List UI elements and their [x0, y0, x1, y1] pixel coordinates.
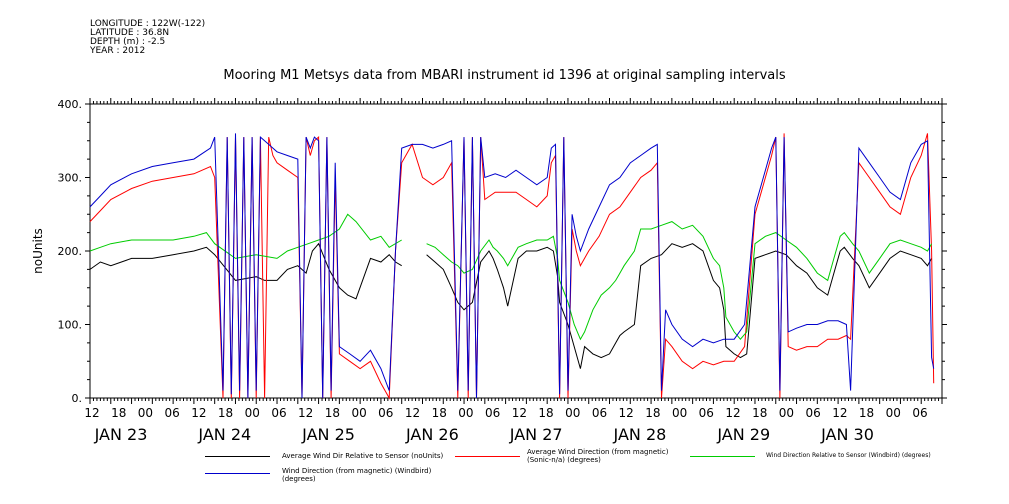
x-hour-label: 00	[458, 406, 473, 420]
series-line-2	[89, 213, 933, 341]
x-hour-label: 12	[619, 406, 634, 420]
x-hour-label: 12	[725, 406, 740, 420]
x-hour-label: 18	[218, 406, 233, 420]
y-tick-label: 100.	[58, 319, 83, 332]
x-hour-label: 00	[672, 406, 687, 420]
depth-label: DEPTH (m) : -2.5	[90, 37, 166, 47]
series-line-3	[89, 133, 935, 399]
x-hour-label: 12	[298, 406, 313, 420]
x-hour-label: 18	[752, 406, 767, 420]
y-axis-label: noUnits	[31, 228, 45, 274]
y-tick-label: 400.	[58, 98, 83, 111]
latitude-label: LATITUDE : 36.8N	[90, 28, 170, 38]
y-tick-label: 200.	[58, 245, 83, 258]
legend-swatch-wind-dir	[205, 473, 270, 474]
x-hour-label: 06	[378, 406, 393, 420]
x-hour-label: 00	[565, 406, 580, 420]
x-hour-label: 12	[191, 406, 206, 420]
x-hour-label: 06	[805, 406, 820, 420]
x-hour-label: 06	[271, 406, 286, 420]
y-tick-label: 300.	[58, 172, 83, 185]
y-tick-label: 0.	[72, 392, 83, 405]
series-line-0	[89, 242, 933, 369]
x-day-label: JAN 29	[716, 425, 770, 444]
year-label: YEAR : 2012	[90, 46, 146, 56]
x-hour-label: 18	[645, 406, 660, 420]
chart-title: Mooring M1 Metsys data from MBARI instru…	[223, 68, 786, 83]
legend-label-avg-dir: Average Wind Direction (from magnetic) (…	[527, 448, 669, 464]
x-hour-label: 00	[245, 406, 260, 420]
legend-label-wind-dir: Wind Direction (from magnetic) (Windbird…	[282, 467, 432, 483]
x-hour-label: 06	[592, 406, 607, 420]
x-hour-label: 00	[886, 406, 901, 420]
x-hour-label: 06	[912, 406, 927, 420]
x-hour-label: 18	[325, 406, 340, 420]
x-hour-label: 00	[138, 406, 153, 420]
longitude-label: LONGITUDE : 122W(-122)	[90, 19, 206, 29]
x-day-label: JAN 25	[301, 425, 355, 444]
x-hour-label: 18	[538, 406, 553, 420]
x-hour-label: 06	[485, 406, 500, 420]
x-day-label: JAN 28	[613, 425, 667, 444]
x-hour-label: 06	[164, 406, 179, 420]
x-hour-label: 12	[512, 406, 527, 420]
x-day-label: JAN 30	[820, 425, 874, 444]
x-day-label: JAN 27	[509, 425, 563, 444]
legend-swatch-wind-rel	[690, 456, 755, 457]
x-hour-label: 00	[779, 406, 794, 420]
x-hour-label: 00	[351, 406, 366, 420]
x-hour-label: 12	[832, 406, 847, 420]
legend-label-avg-rel: Average Wind Dir Relative to Sensor (noU…	[282, 452, 444, 460]
x-hour-label: 12	[84, 406, 99, 420]
legend-label-wind-rel: Wind Direction Relative to Sensor (Windb…	[766, 452, 931, 459]
legend-swatch-avg-rel	[205, 456, 270, 457]
x-hour-label: 12	[405, 406, 420, 420]
legend-swatch-avg-dir	[455, 456, 520, 457]
x-hour-label: 18	[859, 406, 874, 420]
x-hour-label: 18	[432, 406, 447, 420]
x-day-label: JAN 24	[197, 425, 251, 444]
x-day-label: JAN 26	[405, 425, 459, 444]
x-hour-label: 06	[699, 406, 714, 420]
x-day-label: JAN 23	[94, 425, 148, 444]
x-hour-label: 18	[111, 406, 126, 420]
